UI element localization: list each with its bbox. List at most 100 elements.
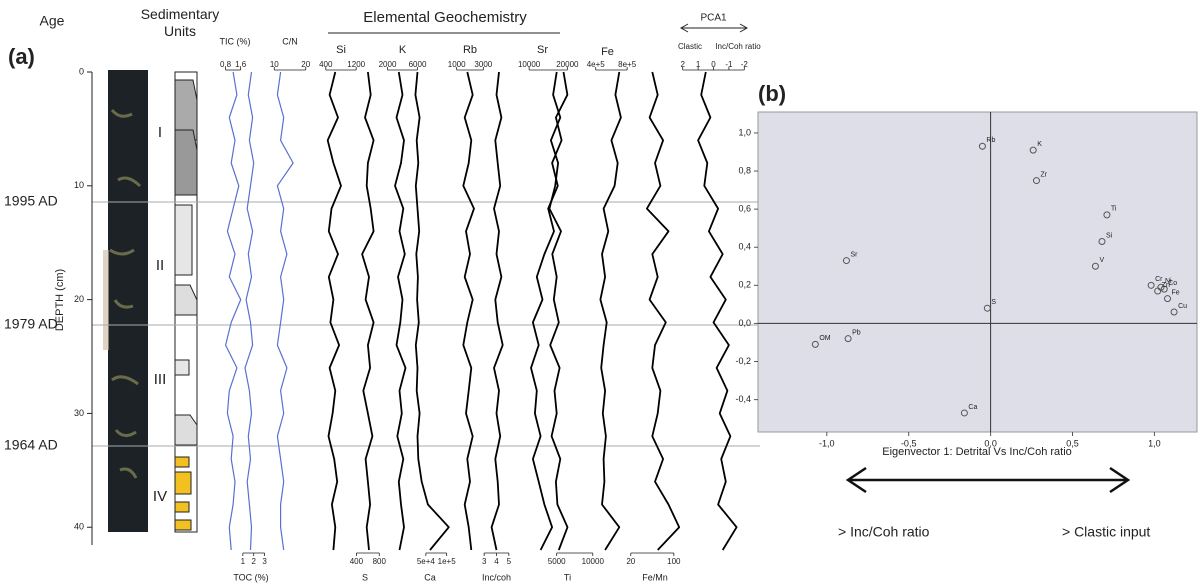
x-tick-label: 10000 bbox=[582, 557, 605, 566]
x-tick-label: 5000 bbox=[548, 557, 566, 566]
point bbox=[1147, 281, 1155, 289]
y-tick-label: 0,4 bbox=[738, 242, 751, 252]
age-label: 1995 AD bbox=[4, 193, 58, 209]
litho-layer bbox=[174, 414, 198, 446]
point bbox=[811, 340, 819, 348]
track-name: TIC (%) bbox=[220, 36, 251, 46]
profile-line bbox=[462, 71, 475, 551]
litho-layer bbox=[174, 359, 190, 376]
x-tick-label: -0,5 bbox=[901, 438, 917, 448]
x-tick-label: 5e+4 bbox=[417, 557, 436, 566]
profile-line bbox=[646, 71, 681, 551]
point bbox=[1164, 295, 1172, 303]
x-tick-label: 1000 bbox=[448, 60, 466, 69]
litho-layer bbox=[174, 456, 190, 468]
x-tick-label: 0,5 bbox=[1066, 438, 1079, 448]
point-label: Cu bbox=[1178, 303, 1187, 310]
x-tick-label: 800 bbox=[373, 557, 387, 566]
point bbox=[1160, 285, 1168, 293]
pca-end: Clastic bbox=[678, 42, 702, 51]
x-tick-label: 3000 bbox=[474, 60, 492, 69]
x-tick-label: 0.8 bbox=[220, 60, 232, 69]
profile-line bbox=[530, 71, 569, 551]
point bbox=[1098, 238, 1106, 246]
x-axis-label: Eigenvector 1: Detrital Vs Inc/Coh ratio bbox=[882, 446, 1072, 458]
point bbox=[1029, 146, 1037, 154]
track-name: Sr bbox=[537, 44, 548, 56]
track-name: Ca bbox=[424, 572, 436, 582]
y-tick-label: -0,2 bbox=[735, 356, 751, 366]
x-tick-label: 4e+5 bbox=[587, 60, 606, 69]
x-tick-label: -1,0 bbox=[819, 438, 835, 448]
track-name: TOC (%) bbox=[233, 572, 268, 582]
track-name: K bbox=[399, 44, 407, 56]
point-label: Cr bbox=[1155, 276, 1163, 283]
arrow-head bbox=[1109, 466, 1131, 494]
arrow-label: > Clastic input bbox=[1062, 524, 1150, 540]
units-header: Sedimentary Units bbox=[140, 6, 220, 39]
point bbox=[1091, 262, 1099, 270]
profile-line bbox=[414, 71, 450, 551]
profile-line bbox=[361, 71, 375, 551]
litho-layer bbox=[174, 471, 192, 495]
y-tick-label: 40 bbox=[74, 522, 84, 532]
point-label: Ni bbox=[1165, 278, 1172, 285]
x-tick-label: 1 bbox=[696, 60, 701, 69]
track-name: Si bbox=[336, 44, 346, 56]
litho-layer bbox=[174, 501, 190, 513]
point bbox=[844, 335, 852, 343]
point-label: Pb bbox=[852, 330, 861, 337]
point bbox=[978, 142, 986, 150]
x-tick-label: 3 bbox=[482, 557, 487, 566]
profile-line bbox=[490, 71, 504, 551]
x-tick-label: 20 bbox=[301, 60, 310, 69]
track-name: Ti bbox=[564, 572, 571, 582]
y-tick-label: 0 bbox=[79, 66, 84, 76]
x-tick-label: 2 bbox=[680, 60, 685, 69]
track-name: Inc/coh bbox=[482, 572, 511, 582]
x-tick-label: 0 bbox=[711, 60, 716, 69]
unit-label: III bbox=[154, 371, 167, 388]
unit-label: I bbox=[158, 124, 162, 141]
point-label: Co bbox=[1168, 280, 1177, 287]
y-tick-label: 0,2 bbox=[738, 280, 751, 290]
point bbox=[983, 304, 991, 312]
litho-layer bbox=[174, 284, 198, 316]
x-tick-label: 1,0 bbox=[1148, 438, 1161, 448]
x-tick-label: 5 bbox=[507, 557, 512, 566]
profile-line bbox=[599, 71, 622, 551]
point-label: Rb bbox=[986, 137, 995, 144]
point bbox=[1032, 177, 1040, 185]
x-tick-label: 1.6 bbox=[235, 60, 247, 69]
x-tick-label: 8e+5 bbox=[618, 60, 637, 69]
y-tick-label: 1,0 bbox=[738, 127, 751, 137]
x-tick-label: 0,0 bbox=[984, 438, 997, 448]
arrow-head bbox=[739, 23, 749, 33]
x-tick-label: 2000 bbox=[379, 60, 397, 69]
plot-area bbox=[757, 111, 1198, 433]
x-tick-label: 10 bbox=[270, 60, 279, 69]
point-label: V bbox=[1099, 257, 1104, 264]
x-tick-label: 6000 bbox=[409, 60, 427, 69]
y-tick-label: 30 bbox=[74, 408, 84, 418]
point-label: Sr bbox=[850, 251, 858, 258]
x-tick-label: -1 bbox=[725, 60, 733, 69]
track-name: C/N bbox=[282, 36, 298, 46]
profile-line bbox=[697, 71, 738, 551]
point-label: S bbox=[991, 299, 996, 306]
point bbox=[1103, 211, 1111, 219]
profile-line bbox=[244, 71, 255, 551]
panel-label: (b) bbox=[758, 81, 786, 106]
track-name: PCA1 bbox=[700, 13, 727, 24]
point-label: OM bbox=[819, 335, 830, 342]
y-tick-label: 0,0 bbox=[738, 318, 751, 328]
x-tick-label: 100 bbox=[667, 557, 681, 566]
profile-line bbox=[548, 71, 569, 551]
x-tick-label: 20 bbox=[626, 557, 635, 566]
y-tick-label: 20 bbox=[74, 294, 84, 304]
profile-line bbox=[394, 71, 407, 551]
y-tick-label: 0,6 bbox=[738, 204, 751, 214]
profile-line bbox=[326, 71, 342, 551]
age-label: 1979 AD bbox=[4, 316, 58, 332]
